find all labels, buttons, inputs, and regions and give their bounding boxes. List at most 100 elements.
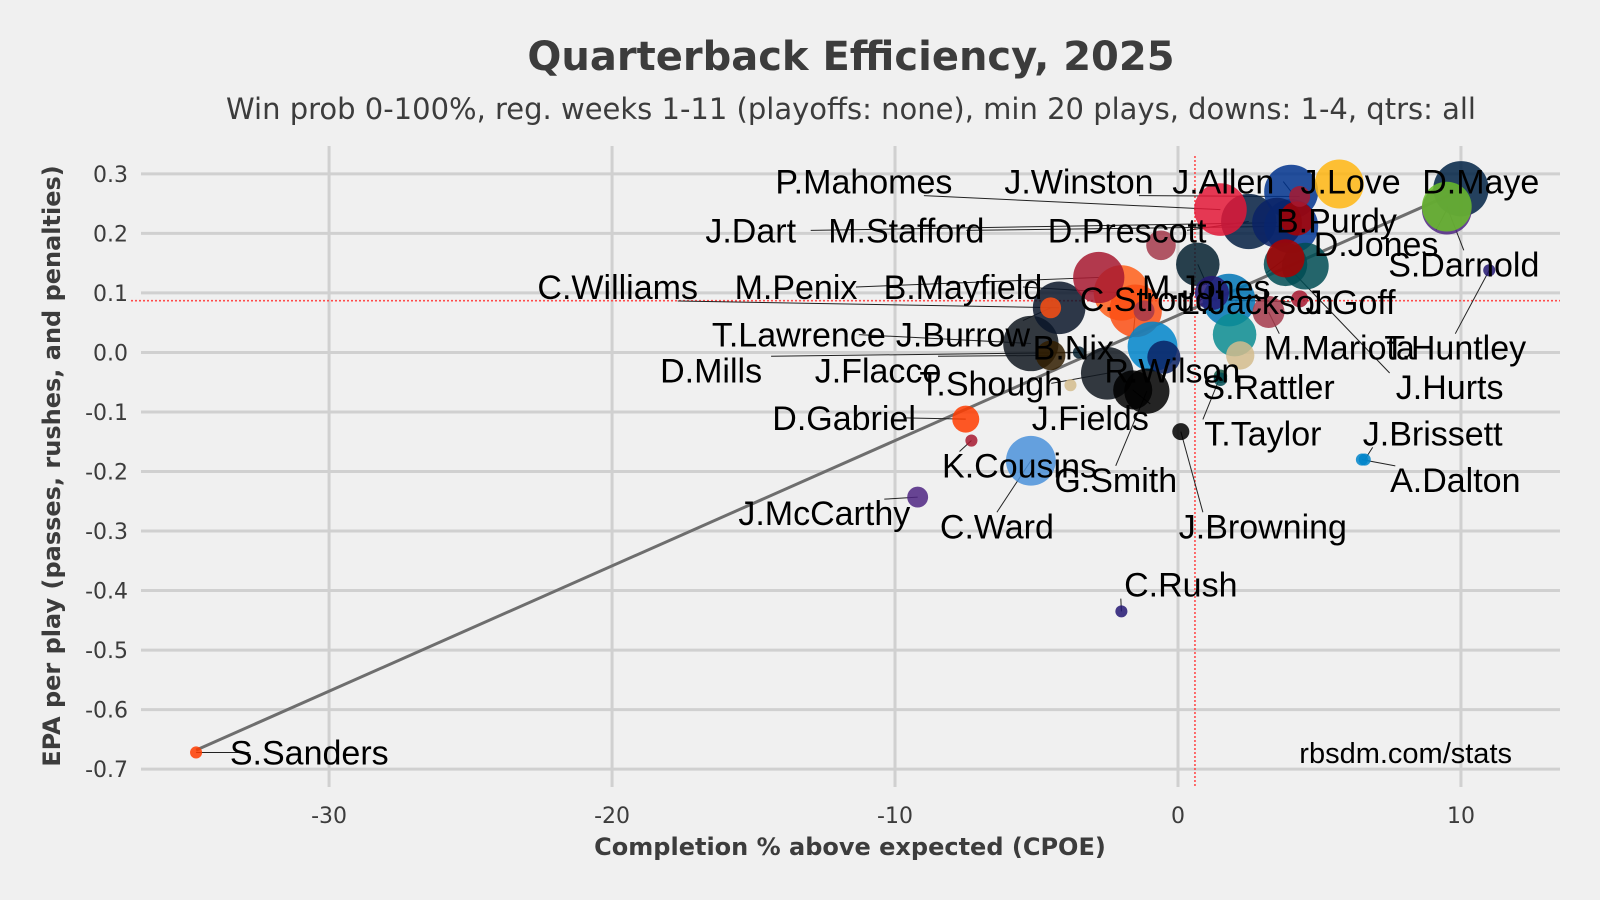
points-layer: D.MayeD.PrescottB.MayfieldT.LawrenceJ.Al… [190, 159, 1496, 759]
point-label: J.Fields [1032, 400, 1149, 438]
data-point: S.Rattler [1226, 341, 1255, 370]
point-label: D.Jones [1314, 226, 1439, 264]
point-label: G.Smith [1054, 462, 1177, 500]
x-tick-label: 0 [1171, 804, 1185, 829]
data-point: B.Mayfield_extra [1133, 300, 1155, 322]
point-label: C.Williams [537, 269, 698, 307]
data-point: J.Burrow [1040, 297, 1062, 319]
point-label: M.Stafford [828, 212, 984, 250]
data-point: C.Rush [1115, 605, 1128, 618]
leader-line [855, 276, 1099, 288]
y-tick-label: -0.5 [85, 639, 128, 664]
data-point: L.Jackson [1194, 275, 1230, 310]
point-label: J.Allen [1172, 164, 1274, 202]
data-point: C.Ward [1005, 435, 1056, 486]
point-label: B.Purdy [1276, 202, 1397, 240]
grid-layer [141, 146, 1560, 787]
data-point: J.Browning [1172, 423, 1190, 441]
y-tick-label: -0.4 [85, 580, 128, 605]
point-label: T.Taylor [1204, 415, 1321, 453]
y-tick-label: -0.2 [85, 461, 128, 486]
data-point: J.Love [1314, 159, 1364, 209]
data-point: S.Sanders [190, 746, 203, 759]
point-label: A.Dalton [1390, 462, 1520, 500]
point-label: B.Mayfield [884, 269, 1043, 307]
point-label: P.Mahomes [775, 164, 952, 202]
y-tick-label: 0.1 [93, 282, 128, 307]
leader-line [677, 300, 1060, 309]
data-point: A.Dalton [1355, 453, 1368, 466]
data-point: C.Williams_extra [1291, 290, 1309, 308]
point-label: S.Sanders [230, 734, 389, 772]
data-point: D.Gabriel [952, 405, 980, 433]
point-label: J.Flacco [815, 352, 942, 390]
leader-line [858, 334, 1031, 345]
y-axis-label: EPA per play (passes, rushes, and penalt… [38, 165, 66, 767]
point-label: T.Lawrence [712, 317, 886, 355]
point-label: J.Browning [1179, 508, 1347, 546]
trend-line [195, 187, 1465, 752]
data-point: B.Purdy [1279, 201, 1314, 236]
data-point: M.Mariota [1252, 295, 1285, 328]
data-point: C.Stroud_extra [1064, 379, 1077, 392]
trend-line-layer [195, 187, 1465, 752]
x-tick-label: 10 [1447, 804, 1475, 829]
point-label: T.Shough [919, 365, 1063, 403]
chart-title: Quarterback Efficiency, 2025 [527, 34, 1174, 80]
y-tick-label: -0.3 [85, 520, 128, 545]
point-label: C.Rush [1124, 567, 1237, 605]
point-label: D.Maye [1422, 164, 1539, 202]
point-label: T.Huntley [1384, 330, 1526, 368]
data-point: M.Jones [1266, 239, 1305, 278]
data-point: R.Wilson [1147, 340, 1181, 374]
data-point: J.Fields [1113, 370, 1153, 410]
point-label: K.Cousins [942, 448, 1097, 486]
point-label: M.Penix [735, 269, 858, 307]
data-point: M.Penix [1073, 251, 1125, 304]
data-point: S.Darnold [1421, 181, 1472, 232]
point-label: J.Winston [1004, 164, 1153, 202]
point-label: D.Gabriel [772, 400, 916, 438]
point-label: C.Stroud [1080, 281, 1214, 319]
point-label: L.Jackson [1181, 284, 1334, 322]
point-label: R.Wilson [1104, 352, 1240, 390]
data-point: C.Stroud [1176, 242, 1220, 287]
y-tick-label: -0.6 [85, 699, 128, 724]
point-label: S.Rattler [1202, 369, 1334, 407]
labels-layer: P.Mahomes J.Winston J.Allen J.Love D.Maye B.P… [230, 164, 1540, 773]
data-point: S.Rattler_extra [1213, 372, 1228, 386]
data-point: T.Huntley [1483, 264, 1496, 277]
x-tick-label: -10 [877, 804, 913, 829]
point-label: B.Nix [1033, 330, 1114, 368]
point-label: J.Goff [1306, 284, 1397, 322]
y-tick-label: 0.2 [93, 222, 128, 247]
data-point: K.Cousins [965, 434, 978, 447]
point-label: J.Hurts [1396, 369, 1504, 407]
point-label: J.Dart [705, 212, 796, 250]
chart-subtitle: Win prob 0-100%, reg. weeks 1-11 (playof… [226, 92, 1476, 126]
point-label: J.Burrow [896, 317, 1031, 355]
point-label: D.Prescott [1048, 212, 1207, 250]
data-point: J.Flacco_extra [1146, 230, 1176, 261]
watermark: rbsdm.com/stats [1299, 738, 1512, 770]
leader-line [1454, 270, 1490, 334]
y-tick-label: 0.0 [93, 341, 128, 366]
point-label: S.Darnold [1388, 246, 1539, 284]
point-label: J.Brissett [1363, 415, 1503, 453]
x-axis-label: Completion % above expected (CPOE) [594, 833, 1106, 861]
x-tick-label: -20 [594, 804, 630, 829]
x-tick-label: -30 [311, 804, 347, 829]
data-point: P.Mahomes [1194, 183, 1247, 236]
point-label: M.Mariota [1264, 330, 1415, 368]
y-tick-label: -0.7 [85, 758, 128, 783]
tick-labels: -30 -20 -10 0 10 0.3 0.2 0.1 0.0 -0.1 -0.2 -0.3 -0.4… [85, 163, 1475, 829]
data-point: D.Mills [1072, 346, 1085, 359]
data-point: J.Winston [1289, 186, 1311, 207]
y-tick-label: -0.1 [85, 401, 128, 426]
leader-line [923, 195, 1221, 211]
data-point: J.Flacco [1035, 340, 1066, 371]
data-point: J.McCarthy [907, 486, 929, 508]
point-label: C.Ward [940, 508, 1054, 546]
leader-line [1180, 431, 1204, 513]
